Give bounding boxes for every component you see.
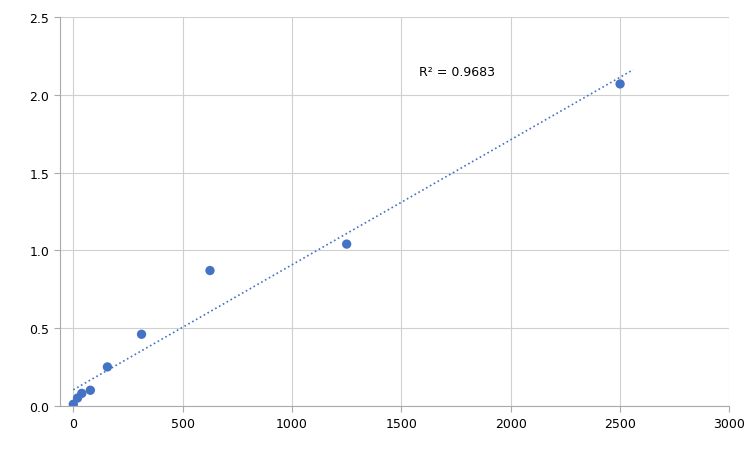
Point bbox=[614, 81, 626, 88]
Point bbox=[84, 387, 96, 394]
Point bbox=[135, 331, 147, 338]
Point bbox=[341, 241, 353, 248]
Point bbox=[67, 401, 79, 408]
Point bbox=[76, 390, 88, 397]
Text: R² = 0.9683: R² = 0.9683 bbox=[419, 65, 495, 78]
Point bbox=[102, 364, 114, 371]
Point bbox=[204, 267, 216, 275]
Point bbox=[71, 395, 83, 402]
